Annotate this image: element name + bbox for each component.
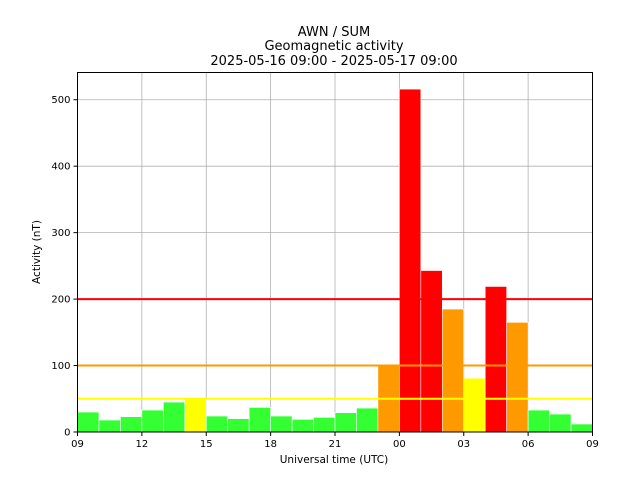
bars bbox=[77, 88, 593, 433]
bar bbox=[420, 270, 443, 433]
bar bbox=[120, 416, 143, 433]
bar bbox=[163, 401, 186, 433]
x-tick-label: 15 bbox=[200, 439, 213, 450]
x-tick-label: 09 bbox=[586, 439, 599, 450]
bar bbox=[506, 322, 529, 433]
bar bbox=[141, 409, 164, 433]
x-tick-label: 00 bbox=[393, 439, 406, 450]
x-tick-label: 12 bbox=[136, 439, 149, 450]
y-tick-label: 500 bbox=[51, 95, 70, 106]
bar bbox=[570, 423, 593, 433]
threshold-lines bbox=[77, 298, 593, 400]
bar bbox=[463, 377, 486, 433]
x-tick-label: 03 bbox=[457, 439, 470, 450]
y-tick-label: 300 bbox=[51, 228, 70, 239]
bar bbox=[441, 308, 465, 433]
bar bbox=[205, 415, 229, 433]
y-axis-label: Activity (nT) bbox=[31, 220, 43, 284]
x-tick-label: 21 bbox=[329, 439, 342, 450]
x-tick-label: 09 bbox=[71, 439, 84, 450]
x-tick-label: 06 bbox=[522, 439, 535, 450]
x-ticks: 09 12 15 18 21 00 03 06 09 bbox=[71, 432, 599, 450]
chart-title-line-1: AWN / SUM bbox=[298, 25, 370, 40]
bar bbox=[313, 417, 336, 433]
bar bbox=[356, 407, 379, 433]
bar bbox=[334, 412, 357, 433]
chart-title-line-3: 2025-05-16 09:00 - 2025-05-17 09:00 bbox=[210, 54, 457, 69]
y-ticks: 0 100 200 300 400 500 bbox=[51, 95, 78, 439]
bar bbox=[527, 409, 550, 433]
bar bbox=[77, 411, 100, 433]
bar bbox=[98, 419, 121, 433]
bar bbox=[227, 418, 250, 433]
y-tick-label: 400 bbox=[51, 162, 70, 173]
bar bbox=[291, 419, 314, 433]
y-tick-label: 200 bbox=[51, 295, 70, 306]
bar bbox=[270, 415, 293, 433]
chart-title-line-2: Geomagnetic activity bbox=[264, 39, 403, 54]
bar bbox=[248, 407, 271, 433]
x-tick-label: 18 bbox=[264, 439, 277, 450]
y-tick-label: 0 bbox=[64, 428, 70, 439]
bar bbox=[549, 413, 572, 433]
x-axis-label: Universal time (UTC) bbox=[280, 454, 388, 466]
bar bbox=[184, 398, 207, 433]
bar bbox=[399, 88, 422, 433]
y-tick-label: 100 bbox=[51, 361, 70, 372]
bar bbox=[484, 286, 507, 433]
